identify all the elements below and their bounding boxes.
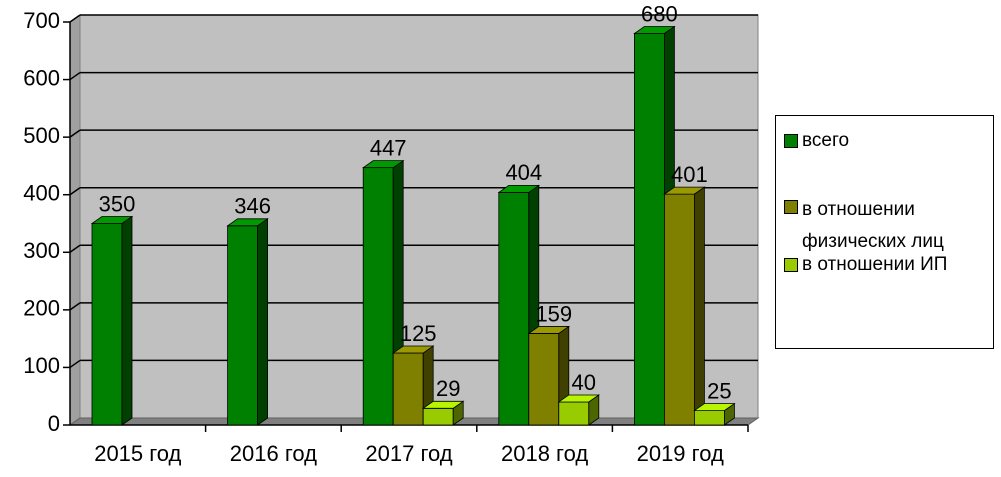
legend-label: в отношении ИП [802, 254, 948, 275]
bar-top [663, 186, 706, 195]
grid-line-side [69, 359, 81, 369]
bar [422, 407, 454, 426]
bar-top [497, 185, 541, 193]
grid-line-side [69, 71, 81, 81]
data-label: 159 [535, 301, 572, 326]
y-tick-label: 300 [23, 238, 60, 263]
bar-top [633, 26, 676, 34]
data-label: 350 [99, 191, 136, 216]
bar-top [421, 400, 465, 409]
data-label: 29 [436, 376, 460, 401]
data-label: 40 [572, 370, 596, 395]
data-label: 125 [400, 321, 437, 346]
bar [664, 193, 695, 426]
x-tick-label: 2017 год [365, 441, 452, 466]
y-tick-label: 0 [48, 411, 60, 436]
bar [694, 410, 725, 426]
x-tick-label: 2015 год [94, 441, 181, 466]
y-tick-label: 200 [23, 296, 60, 321]
y-tick-label: 100 [23, 353, 60, 378]
bar [634, 33, 665, 426]
data-label: 404 [505, 160, 542, 185]
grid-line-side [69, 302, 81, 311]
data-label: 346 [234, 194, 271, 219]
bar-top [391, 345, 435, 354]
bar-top [226, 218, 269, 227]
legend-entry: в отношении ИП [784, 252, 1001, 277]
bar [528, 333, 560, 426]
bar-top [90, 216, 134, 224]
bar-top [693, 403, 736, 412]
legend-label: всего [802, 130, 850, 151]
data-label: 401 [671, 162, 708, 187]
y-tick-label: 700 [23, 8, 60, 33]
legend-entry: всего [784, 128, 1001, 153]
legend-entry: в отношении физических лиц [784, 194, 1001, 258]
x-tick-label: 2018 год [501, 441, 588, 466]
legend-swatch [784, 134, 798, 148]
bar-top [557, 394, 601, 403]
data-label: 447 [370, 135, 407, 160]
x-tick-label: 2016 год [230, 441, 317, 466]
bar-side [694, 186, 705, 426]
x-tick-label: 2019 год [637, 441, 724, 466]
bar-top [527, 326, 571, 334]
grid-line-side [69, 129, 81, 138]
legend-swatch [784, 200, 798, 214]
y-tick-label: 400 [23, 181, 60, 206]
y-tick-label: 500 [23, 123, 60, 148]
bar [227, 225, 259, 426]
grid-line-side [69, 14, 81, 23]
legend: всего в отношении физических лиц в отношен… [775, 115, 994, 349]
bar [558, 401, 590, 426]
bar-side [257, 218, 269, 426]
bar [91, 223, 123, 426]
legend-label: в отношении физических лиц [802, 199, 944, 252]
legend-swatch [784, 258, 798, 272]
bar-top [361, 160, 405, 169]
grid-line-side [69, 187, 81, 196]
bar [392, 352, 424, 426]
data-label: 680 [641, 1, 678, 26]
bar [362, 167, 394, 426]
data-label: 25 [707, 378, 731, 403]
y-tick-label: 600 [23, 65, 60, 90]
bar [498, 192, 530, 426]
grid-line-side [69, 244, 81, 253]
bar-side [121, 215, 133, 426]
